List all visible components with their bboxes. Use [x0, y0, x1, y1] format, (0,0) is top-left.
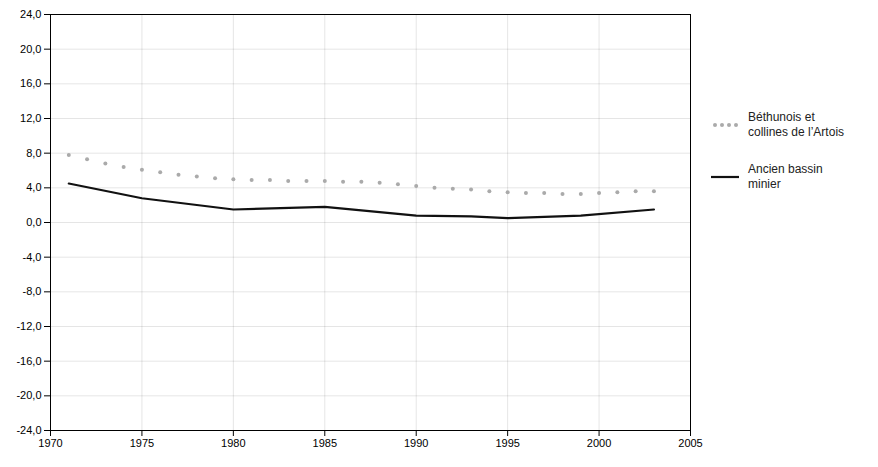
svg-text:-16,0: -16,0 — [16, 355, 41, 367]
svg-text:-20,0: -20,0 — [16, 389, 41, 401]
svg-text:-8,0: -8,0 — [23, 285, 42, 297]
svg-text:0,0: 0,0 — [26, 216, 41, 228]
svg-text:1990: 1990 — [404, 437, 428, 449]
svg-text:1980: 1980 — [221, 437, 245, 449]
svg-text:1970: 1970 — [38, 437, 62, 449]
svg-text:-12,0: -12,0 — [16, 320, 41, 332]
svg-text:12,0: 12,0 — [20, 112, 41, 124]
svg-text:4,0: 4,0 — [26, 181, 41, 193]
svg-text:1985: 1985 — [313, 437, 337, 449]
svg-text:2005: 2005 — [678, 437, 702, 449]
svg-text:2000: 2000 — [587, 437, 611, 449]
svg-text:20,0: 20,0 — [20, 43, 41, 55]
svg-text:16,0: 16,0 — [20, 77, 41, 89]
svg-text:8,0: 8,0 — [26, 147, 41, 159]
svg-text:-24,0: -24,0 — [16, 424, 41, 436]
svg-text:1975: 1975 — [130, 437, 154, 449]
html-text:Ancien bassin minier: Ancien bassin minier — [748, 162, 823, 191]
html-text:Béthunois et collines de l’Art: Béthunois et collines de l’Artois — [748, 110, 844, 139]
svg-text:1995: 1995 — [495, 437, 519, 449]
svg-text:24,0: 24,0 — [20, 8, 41, 20]
svg-text:-4,0: -4,0 — [23, 251, 42, 263]
